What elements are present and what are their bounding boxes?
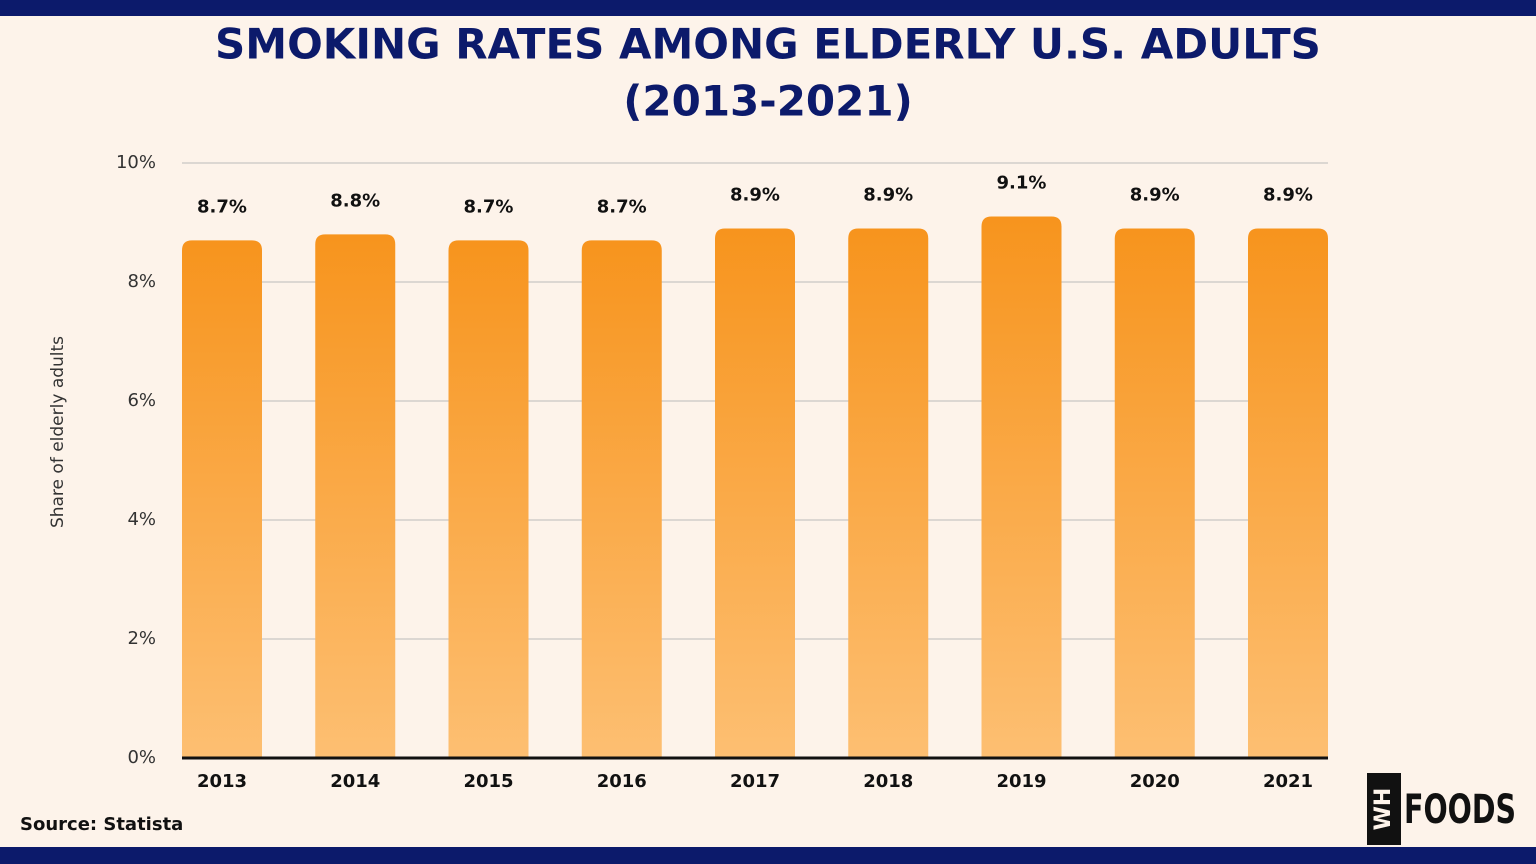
y-axis-label: Share of elderly adults xyxy=(48,336,68,528)
source: Source: Statista xyxy=(20,814,183,835)
value-label: 8.9% xyxy=(1263,184,1313,205)
logo: WH FOODS xyxy=(1367,773,1516,845)
bar xyxy=(848,228,929,758)
chart-subtitle: (2013-2021) xyxy=(623,77,913,126)
value-label: 8.7% xyxy=(464,196,514,217)
bar xyxy=(715,228,795,758)
bottom-band xyxy=(0,847,1536,864)
x-tick-label: 2013 xyxy=(197,771,247,792)
bar xyxy=(448,240,529,759)
y-tick-label: 4% xyxy=(127,509,156,530)
bar xyxy=(981,216,1062,759)
plot: 0% 2% 4% 6% 8% 10% 8.7% 2013 8.8% 2014 8.7% 2015 8.7… xyxy=(116,152,1328,792)
logo-right: FOODS xyxy=(1404,787,1516,833)
bar xyxy=(581,240,662,759)
bar xyxy=(315,234,396,758)
x-tick-label: 2017 xyxy=(730,771,780,792)
logo-left: WH xyxy=(1371,788,1396,831)
y-tick-label: 0% xyxy=(127,747,156,768)
y-tick-label: 2% xyxy=(127,628,156,649)
bar xyxy=(1248,228,1328,758)
y-tick-label: 8% xyxy=(127,271,156,292)
value-label: 8.9% xyxy=(1130,184,1180,205)
x-tick-label: 2019 xyxy=(996,771,1046,792)
y-tick-label: 6% xyxy=(127,390,156,411)
x-tick-label: 2016 xyxy=(597,771,647,792)
x-tick-label: 2021 xyxy=(1263,771,1313,792)
x-tick-label: 2020 xyxy=(1130,771,1180,792)
value-label: 8.8% xyxy=(330,190,380,211)
value-label: 9.1% xyxy=(997,173,1047,194)
x-tick-label: 2014 xyxy=(330,771,380,792)
value-label: 8.7% xyxy=(197,196,247,217)
value-label: 8.9% xyxy=(730,184,780,205)
bar xyxy=(1114,228,1195,758)
value-label: 8.9% xyxy=(863,184,913,205)
x-tick-label: 2018 xyxy=(863,771,913,792)
y-tick-label: 10% xyxy=(116,152,156,173)
logo-block xyxy=(1367,773,1401,845)
x-tick-label: 2015 xyxy=(463,771,513,792)
chart-title: SMOKING RATES AMONG ELDERLY U.S. ADULTS xyxy=(215,20,1321,69)
top-band xyxy=(0,0,1536,16)
value-label: 8.7% xyxy=(597,196,647,217)
bar xyxy=(182,240,262,759)
